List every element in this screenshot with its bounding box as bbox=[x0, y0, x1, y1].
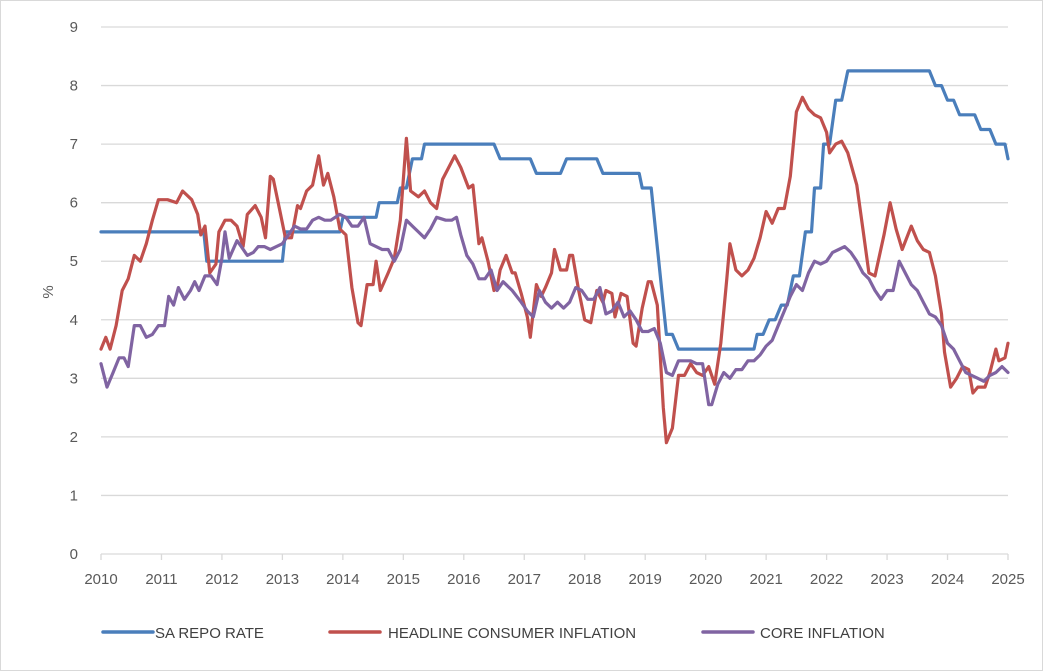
x-tick-label: 2025 bbox=[991, 571, 1024, 588]
y-tick-label: 6 bbox=[70, 195, 78, 212]
y-tick-label: 3 bbox=[70, 370, 78, 387]
legend-label: HEADLINE CONSUMER INFLATION bbox=[388, 625, 636, 642]
series-lines bbox=[99, 69, 1010, 445]
series-line-headline-consumer-inflation bbox=[99, 95, 1010, 445]
x-tick-label: 2022 bbox=[810, 571, 843, 588]
x-tick-label: 2023 bbox=[870, 571, 903, 588]
x-axis bbox=[100, 553, 1009, 560]
legend-item: CORE INFLATION bbox=[701, 625, 885, 642]
x-tick-label: 2010 bbox=[84, 571, 117, 588]
y-tick-label: 1 bbox=[70, 487, 78, 504]
series-line-sa-repo-rate bbox=[99, 69, 1010, 351]
legend-item: HEADLINE CONSUMER INFLATION bbox=[328, 625, 636, 642]
y-tick-label: 0 bbox=[70, 546, 78, 563]
x-tick-label: 2016 bbox=[447, 571, 480, 588]
x-tick-label: 2013 bbox=[266, 571, 299, 588]
x-tick-label: 2024 bbox=[931, 571, 964, 588]
y-tick-label: 2 bbox=[70, 429, 78, 446]
x-tick-label: 2017 bbox=[508, 571, 541, 588]
x-tick-label: 2015 bbox=[387, 571, 420, 588]
x-tick-label: 2021 bbox=[749, 571, 782, 588]
legend-label: CORE INFLATION bbox=[760, 625, 885, 642]
x-tick-labels: 2010 2011 2012 2013 2014 2015 2016 2017 2018 2019… bbox=[84, 571, 1024, 588]
legend: SA REPO RATE HEADLINE CONSUMER INFLATION C… bbox=[101, 625, 885, 642]
y-tick-label: 9 bbox=[70, 19, 78, 36]
y-tick-label: 5 bbox=[70, 253, 78, 270]
x-tick-label: 2012 bbox=[205, 571, 238, 588]
y-tick-labels: 0 1 2 3 4 5 6 7 8 9 bbox=[70, 19, 78, 563]
y-tick-label: 7 bbox=[70, 136, 78, 153]
x-tick-label: 2011 bbox=[145, 571, 177, 588]
x-tick-label: 2020 bbox=[689, 571, 722, 588]
legend-label: SA REPO RATE bbox=[155, 625, 264, 642]
y-tick-label: 4 bbox=[70, 312, 78, 329]
y-axis-title: % bbox=[40, 285, 57, 298]
x-tick-label: 2018 bbox=[568, 571, 601, 588]
legend-item: SA REPO RATE bbox=[101, 625, 264, 642]
x-tick-label: 2014 bbox=[326, 571, 359, 588]
series-line-core-inflation bbox=[99, 212, 1010, 407]
x-tick-label: 2019 bbox=[629, 571, 662, 588]
y-tick-label: 8 bbox=[70, 78, 78, 95]
